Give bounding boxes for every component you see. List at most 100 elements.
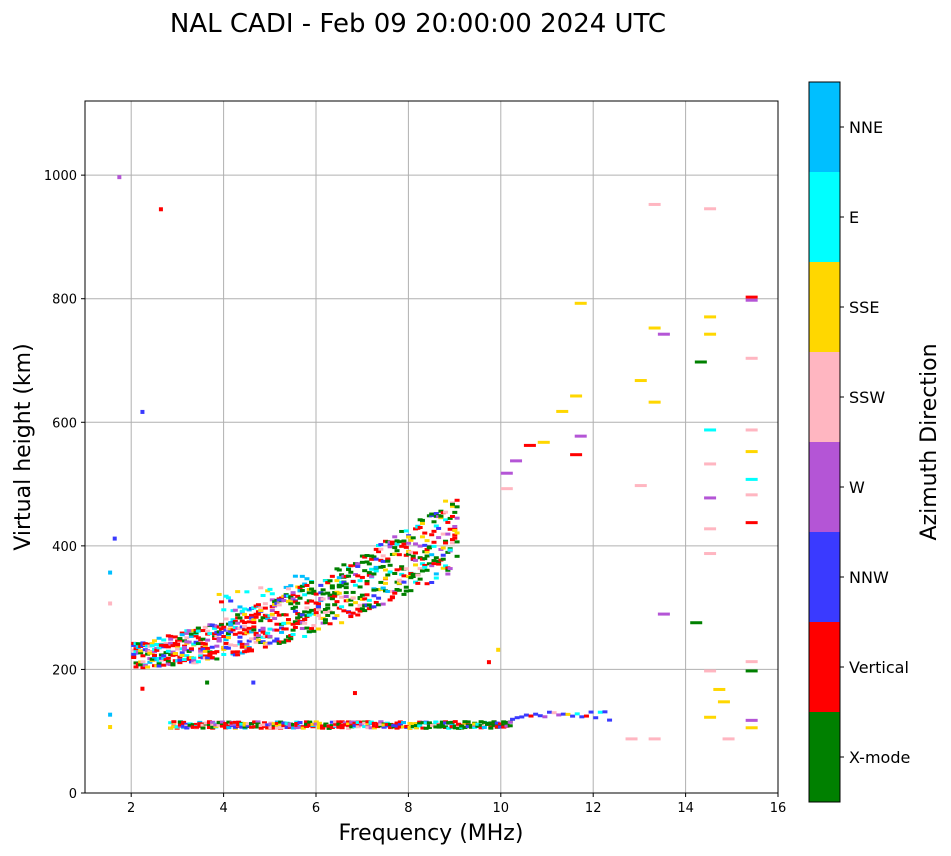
- echo-point: [313, 722, 319, 726]
- echo-point: [391, 724, 397, 728]
- echo-point: [179, 631, 185, 635]
- echo-point: [299, 589, 305, 593]
- echo-point: [228, 643, 234, 647]
- echo-point: [194, 722, 200, 726]
- echo-point: [371, 724, 377, 728]
- echo-point: [381, 723, 387, 727]
- echo-point: [352, 691, 357, 696]
- echo-point: [413, 726, 419, 730]
- echo-point: [346, 566, 352, 570]
- echo-point: [389, 540, 395, 544]
- echo-point: [510, 717, 516, 721]
- echo-point: [306, 591, 312, 595]
- echo-point: [249, 630, 255, 634]
- echo-point: [288, 602, 294, 606]
- echo-point: [381, 725, 387, 729]
- echo-point: [229, 721, 235, 725]
- echo-point: [407, 721, 413, 725]
- echo-point: [704, 315, 717, 319]
- echo-point: [232, 644, 238, 648]
- echo-point: [494, 723, 500, 727]
- echo-point: [449, 541, 455, 545]
- echo-point: [244, 615, 250, 619]
- echo-point: [252, 720, 258, 724]
- echo-point: [475, 724, 481, 728]
- echo-point: [413, 563, 419, 567]
- colorbar-label: Azimuth Direction: [917, 343, 942, 540]
- echo-point: [320, 726, 326, 730]
- echo-point: [371, 572, 377, 576]
- echo-point: [325, 581, 331, 585]
- echo-point: [188, 632, 194, 636]
- echo-point: [341, 563, 347, 567]
- echo-point: [228, 599, 234, 603]
- echo-point: [251, 606, 257, 610]
- echo-point: [272, 617, 278, 621]
- echo-point: [378, 580, 384, 584]
- echo-point: [745, 718, 758, 722]
- echo-point: [297, 725, 303, 729]
- echo-point: [190, 723, 196, 727]
- echo-point: [329, 586, 335, 590]
- echo-point: [283, 627, 289, 631]
- echo-point: [267, 587, 273, 591]
- echo-point: [371, 555, 377, 559]
- echo-point: [410, 575, 416, 579]
- colorbar-segment: [809, 172, 840, 262]
- echo-point: [294, 726, 300, 730]
- echo-point: [431, 540, 437, 544]
- echo-point: [269, 598, 275, 602]
- echo-point: [397, 723, 403, 727]
- echo-point: [401, 592, 407, 596]
- echo-point: [465, 720, 471, 724]
- echo-point: [339, 584, 345, 588]
- echo-point: [226, 726, 232, 730]
- echo-point: [366, 607, 372, 611]
- echo-point: [267, 641, 273, 645]
- echo-point: [478, 726, 484, 730]
- echo-point: [239, 645, 245, 649]
- echo-point: [186, 640, 192, 644]
- colorbar-tick-label: NNE: [849, 118, 883, 137]
- echo-point: [634, 379, 647, 383]
- echo-point: [297, 596, 303, 600]
- echo-point: [438, 509, 444, 513]
- echo-point: [200, 723, 206, 727]
- echo-point: [387, 543, 393, 547]
- echo-point: [455, 722, 461, 726]
- echo-point: [472, 725, 478, 729]
- echo-point: [408, 550, 414, 554]
- echo-point: [373, 557, 379, 561]
- echo-point: [223, 594, 229, 598]
- echo-point: [163, 642, 169, 646]
- echo-point: [246, 639, 252, 643]
- colorbar-segment: [809, 712, 840, 802]
- echo-point: [352, 721, 358, 725]
- x-tick-label: 6: [312, 801, 320, 816]
- echo-point: [304, 601, 310, 605]
- echo-point: [343, 582, 349, 586]
- echo-point: [452, 724, 458, 728]
- echo-point: [316, 602, 321, 606]
- echo-point: [288, 595, 294, 599]
- echo-point: [197, 724, 203, 728]
- echo-point: [237, 605, 243, 609]
- echo-point: [302, 610, 308, 614]
- echo-point: [320, 724, 326, 728]
- echo-point: [547, 710, 552, 714]
- echo-point: [424, 554, 430, 558]
- echo-point: [419, 535, 425, 539]
- echo-point: [216, 723, 222, 727]
- echo-point: [184, 722, 190, 726]
- echo-point: [431, 520, 437, 524]
- echo-point: [348, 570, 354, 574]
- echo-point: [357, 609, 363, 613]
- echo-point: [253, 615, 259, 619]
- echo-point: [352, 601, 358, 605]
- echo-point: [501, 720, 507, 724]
- echo-point: [210, 725, 216, 729]
- echo-point: [387, 563, 393, 567]
- echo-point: [704, 552, 717, 556]
- echo-point: [426, 726, 432, 730]
- echo-point: [288, 584, 294, 588]
